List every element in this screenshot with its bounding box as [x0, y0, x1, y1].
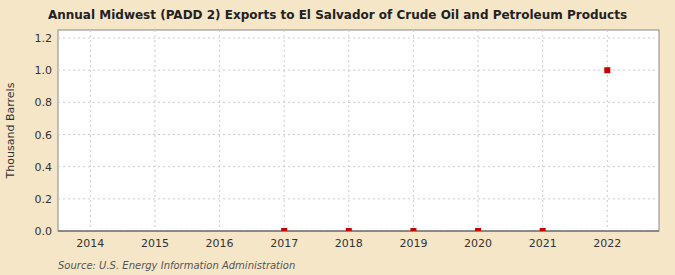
y-tick-label: 0.8 [35, 96, 53, 109]
y-axis-label: Thousand Barrels [4, 82, 17, 179]
x-grid-line [542, 30, 543, 231]
x-tick-label: 2017 [270, 237, 298, 250]
y-grid-line [58, 102, 659, 103]
points [281, 67, 610, 231]
point [410, 228, 416, 231]
title: Annual Midwest (PADD 2) Exports to El Sa… [48, 8, 627, 22]
y-grid-line [58, 70, 659, 71]
x-tick-label: 2018 [335, 237, 363, 250]
point [540, 228, 546, 231]
point [475, 228, 481, 231]
x-grid-line [413, 30, 414, 231]
x-tick-label: 2022 [593, 237, 621, 250]
y-grid-line [58, 166, 659, 167]
x-tick-label: 2014 [76, 237, 104, 250]
point [346, 228, 352, 231]
x-grid-line [219, 30, 220, 231]
x-tick-label: 2020 [464, 237, 492, 250]
y-grid-line [58, 134, 659, 135]
y-grid-line [58, 231, 659, 232]
y-tick-label: 0.6 [35, 129, 53, 142]
x-axis-line [58, 231, 659, 232]
x-tick-label: 2019 [399, 237, 427, 250]
x-tick-label: 2016 [206, 237, 234, 250]
point [281, 228, 287, 231]
chart: 0.0 0.2 0.4 0.6 0.8 1.0 1.2 2014 2015 2016 2017 201… [0, 0, 675, 275]
x-grid-line [478, 30, 479, 231]
chart-container: 0.0 0.2 0.4 0.6 0.8 1.0 1.2 2014 2015 2016 2017 201… [0, 0, 675, 275]
y-tick-label: 0.0 [35, 225, 53, 238]
y-tick-label: 0.4 [35, 161, 53, 174]
x-grid-line [90, 30, 91, 231]
x-tick-label: 2015 [141, 237, 169, 250]
x-grid-line [348, 30, 349, 231]
x-grid-line [284, 30, 285, 231]
y-grid-line [58, 198, 659, 199]
x-grid-line [607, 30, 608, 231]
source: Source: U.S. Energy Information Administ… [58, 260, 295, 271]
y-tick-label: 1.2 [35, 32, 53, 45]
y-grid-line [58, 38, 659, 39]
point [604, 67, 610, 73]
y-tick-label: 0.2 [35, 193, 53, 206]
plot-area [58, 30, 659, 231]
x-tick-label: 2021 [529, 237, 557, 250]
y-tick-label: 1.0 [35, 64, 53, 77]
x-grid-line [154, 30, 155, 231]
